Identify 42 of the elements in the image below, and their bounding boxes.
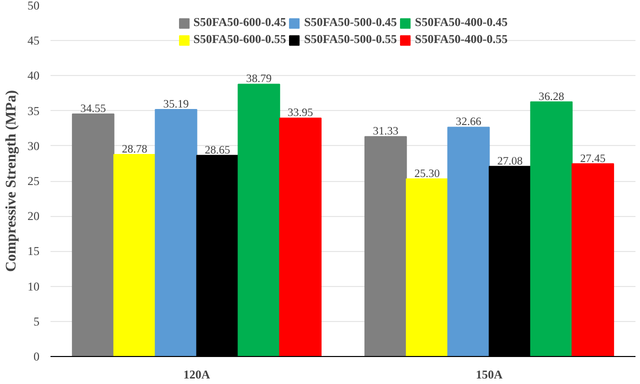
bar	[154, 108, 198, 356]
y-tick-label: 15	[28, 244, 40, 258]
legend-label: S50FA50-600-0.55	[193, 32, 286, 47]
bar	[572, 163, 614, 356]
data-label: 27.08	[497, 155, 524, 168]
y-tick-label: 40	[28, 68, 40, 83]
data-label: 25.30	[414, 168, 440, 180]
legend-label: S50FA50-400-0.55	[414, 32, 508, 47]
bar	[364, 136, 407, 356]
y-tick-label: 45	[28, 34, 40, 48]
bar	[530, 101, 573, 356]
data-label: 33.95	[288, 107, 314, 120]
y-tick-label: 10	[28, 279, 40, 294]
y-tick-label: 0	[34, 350, 40, 364]
y-tick-label: 25	[28, 174, 40, 188]
data-label: 28.78	[122, 143, 148, 156]
y-tick-label: 50	[28, 0, 40, 12]
legend-label: S50FA50-400-0.45	[414, 15, 508, 30]
legend-label: S50FA50-500-0.55	[304, 32, 397, 47]
x-tick-label: 120A	[183, 368, 210, 382]
y-tick-label: 35	[28, 104, 40, 118]
bar	[406, 178, 448, 356]
data-label: 27.45	[580, 152, 606, 165]
bar	[72, 113, 114, 356]
y-tick-label: 20	[28, 209, 40, 224]
data-label: 34.55	[80, 102, 106, 115]
legend-label: S50FA50-500-0.45	[304, 15, 397, 30]
bar	[447, 126, 490, 356]
data-label: 31.33	[372, 126, 399, 138]
data-label: 38.79	[246, 73, 272, 86]
data-label: 36.28	[538, 90, 564, 103]
data-label: 28.65	[204, 144, 231, 156]
y-tick-label: 30	[28, 138, 40, 153]
bar	[238, 84, 280, 356]
data-label: 32.66	[456, 116, 482, 128]
y-axis-title: Compressive Strength (MPa)	[4, 90, 20, 272]
data-label: 35.19	[163, 98, 190, 110]
bar	[113, 154, 156, 356]
y-tick-label: 5	[34, 314, 40, 328]
bar	[279, 118, 322, 356]
x-tick-label: 150A	[476, 368, 503, 382]
legend-label: S50FA50-600-0.45	[193, 15, 286, 30]
